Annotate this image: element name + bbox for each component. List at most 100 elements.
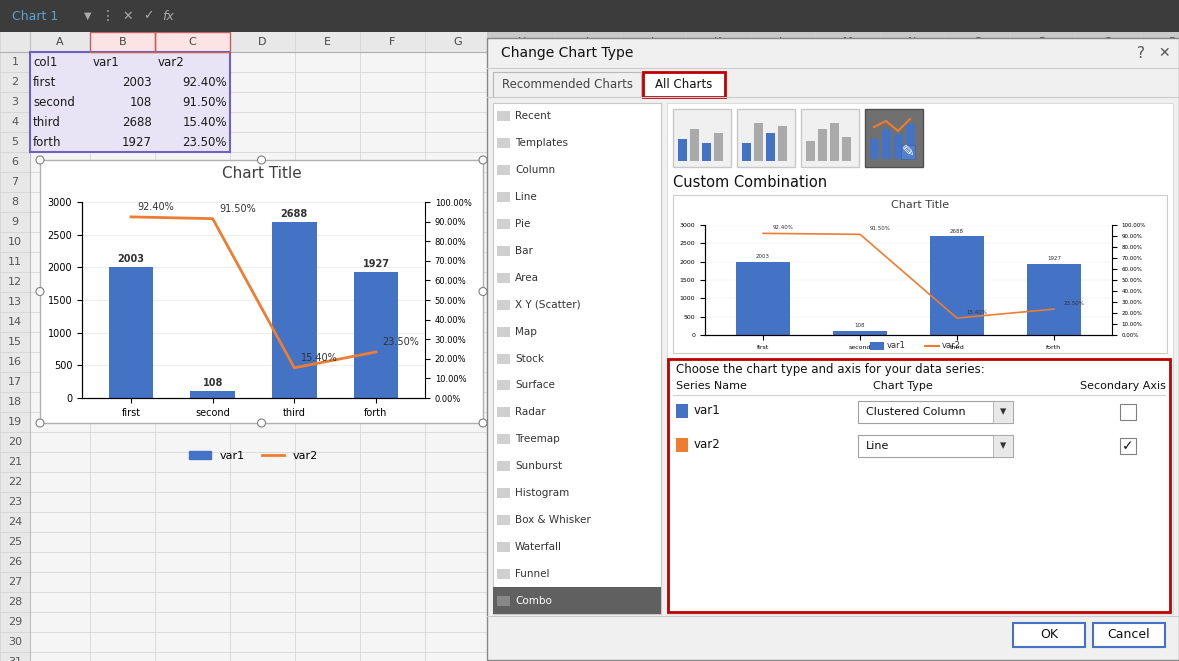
- Text: 2003: 2003: [123, 75, 152, 89]
- Bar: [673, 195, 1167, 353]
- Circle shape: [37, 419, 44, 427]
- Text: 1927: 1927: [121, 136, 152, 149]
- Text: 4: 4: [12, 117, 19, 127]
- Text: Clustered Column: Clustered Column: [867, 407, 966, 417]
- Bar: [737, 109, 795, 167]
- Text: Chart Title: Chart Title: [222, 167, 302, 182]
- Text: Secondary Axis: Secondary Axis: [1080, 381, 1166, 391]
- Bar: [487, 38, 1179, 660]
- Text: first: first: [33, 75, 57, 89]
- Bar: [493, 103, 661, 614]
- Text: fx: fx: [163, 9, 173, 22]
- Text: 26: 26: [8, 557, 22, 567]
- Text: ⋮: ⋮: [101, 9, 114, 23]
- Text: Recommended Charts: Recommended Charts: [501, 78, 632, 91]
- Text: 22: 22: [8, 477, 22, 487]
- Text: ▾: ▾: [1000, 440, 1006, 453]
- Text: Change Chart Type: Change Chart Type: [501, 46, 633, 60]
- Text: 13: 13: [8, 297, 22, 307]
- Text: L: L: [779, 37, 785, 47]
- Bar: [498, 354, 511, 364]
- Text: 17: 17: [8, 377, 22, 387]
- Text: Cancel: Cancel: [1108, 629, 1151, 641]
- Bar: [493, 72, 641, 97]
- Text: 108: 108: [130, 95, 152, 108]
- Bar: [901, 145, 915, 159]
- Text: B: B: [119, 37, 126, 47]
- Bar: [0, 32, 29, 661]
- Bar: [766, 133, 775, 161]
- Bar: [0, 0, 230, 32]
- Text: ✕: ✕: [123, 9, 133, 22]
- Text: 2003: 2003: [756, 254, 770, 258]
- Bar: [806, 141, 815, 161]
- Text: forth: forth: [33, 136, 61, 149]
- Bar: [498, 515, 511, 525]
- Circle shape: [37, 156, 44, 164]
- Text: ✓: ✓: [143, 9, 153, 22]
- Text: Chart Type: Chart Type: [872, 381, 933, 391]
- Bar: [498, 461, 511, 471]
- Text: 7: 7: [12, 177, 19, 187]
- Text: E: E: [324, 37, 331, 47]
- Text: 108: 108: [203, 378, 223, 388]
- Bar: [714, 133, 723, 161]
- Text: A: A: [57, 37, 64, 47]
- Text: Line: Line: [867, 441, 889, 451]
- Bar: [755, 123, 763, 161]
- Text: 15.40%: 15.40%: [301, 353, 337, 363]
- Text: var2: var2: [158, 56, 185, 69]
- Bar: [667, 103, 1173, 614]
- Bar: [1093, 623, 1165, 647]
- Text: 11: 11: [8, 257, 22, 267]
- Text: R: R: [1168, 37, 1177, 47]
- Text: 19: 19: [8, 417, 22, 427]
- Bar: [905, 124, 915, 159]
- Text: 10: 10: [8, 237, 22, 247]
- Circle shape: [479, 156, 487, 164]
- Text: Box & Whisker: Box & Whisker: [515, 515, 591, 525]
- Text: Chart 1: Chart 1: [12, 9, 58, 22]
- Text: G: G: [453, 37, 462, 47]
- Bar: [676, 404, 689, 418]
- Text: 14: 14: [8, 317, 22, 327]
- Bar: [498, 407, 511, 417]
- Bar: [870, 342, 884, 350]
- Text: 3: 3: [12, 97, 19, 107]
- Text: 23.50%: 23.50%: [183, 136, 228, 149]
- Bar: [0, 32, 487, 52]
- Text: Bar: Bar: [515, 246, 533, 256]
- Bar: [29, 52, 230, 152]
- Bar: [498, 542, 511, 552]
- Bar: [489, 40, 1179, 661]
- Text: 23.50%: 23.50%: [1063, 301, 1085, 306]
- Text: N: N: [908, 37, 917, 47]
- Text: 24: 24: [8, 517, 22, 527]
- Text: 16: 16: [8, 357, 22, 367]
- Bar: [870, 139, 880, 159]
- Bar: [498, 434, 511, 444]
- Text: Choose the chart type and axis for your data series:: Choose the chart type and axis for your …: [676, 362, 984, 375]
- Text: O: O: [973, 37, 982, 47]
- Text: 25: 25: [8, 537, 22, 547]
- Text: Column: Column: [515, 165, 555, 175]
- Text: OK: OK: [1040, 629, 1058, 641]
- Text: D: D: [258, 37, 266, 47]
- Bar: [498, 112, 511, 122]
- Bar: [858, 435, 1013, 457]
- Bar: [801, 109, 859, 167]
- Circle shape: [479, 288, 487, 295]
- Text: var1: var1: [93, 56, 120, 69]
- Text: Funnel: Funnel: [515, 568, 549, 578]
- Bar: [830, 123, 839, 161]
- Text: Q: Q: [1104, 37, 1112, 47]
- Bar: [1013, 623, 1085, 647]
- Bar: [498, 273, 511, 283]
- Text: ?: ?: [1137, 46, 1145, 61]
- Bar: [154, 32, 230, 52]
- Text: Combo: Combo: [515, 596, 552, 605]
- Text: All Charts: All Charts: [656, 78, 712, 91]
- Bar: [90, 32, 154, 52]
- Text: 1927: 1927: [1047, 256, 1061, 261]
- Bar: [40, 160, 483, 423]
